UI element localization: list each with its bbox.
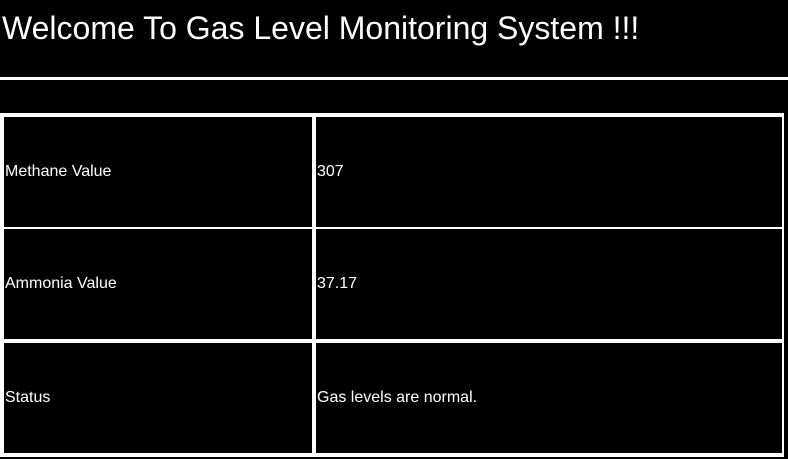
table-cell-ammonia-value: 37.17: [314, 227, 784, 341]
table-cell-methane-value: 307: [314, 115, 784, 229]
table-cell-methane-label: Methane Value: [2, 115, 314, 229]
gas-readings-table: Methane Value 307 Ammonia Value 37.17 St…: [0, 113, 784, 457]
methane-label: Methane Value: [5, 163, 112, 180]
status-label: Status: [5, 389, 51, 406]
table-cell-status-value: Gas levels are normal.: [314, 341, 784, 455]
table-cell-ammonia-label: Ammonia Value: [2, 227, 314, 341]
ammonia-label: Ammonia Value: [5, 275, 117, 292]
table-cell-status-label: Status: [2, 341, 314, 455]
ammonia-value: 37.17: [317, 275, 358, 292]
status-value: Gas levels are normal.: [317, 389, 478, 406]
methane-value: 307: [317, 163, 344, 180]
page-header: Welcome To Gas Level Monitoring System !…: [0, 0, 788, 80]
page-title: Welcome To Gas Level Monitoring System !…: [2, 10, 640, 46]
